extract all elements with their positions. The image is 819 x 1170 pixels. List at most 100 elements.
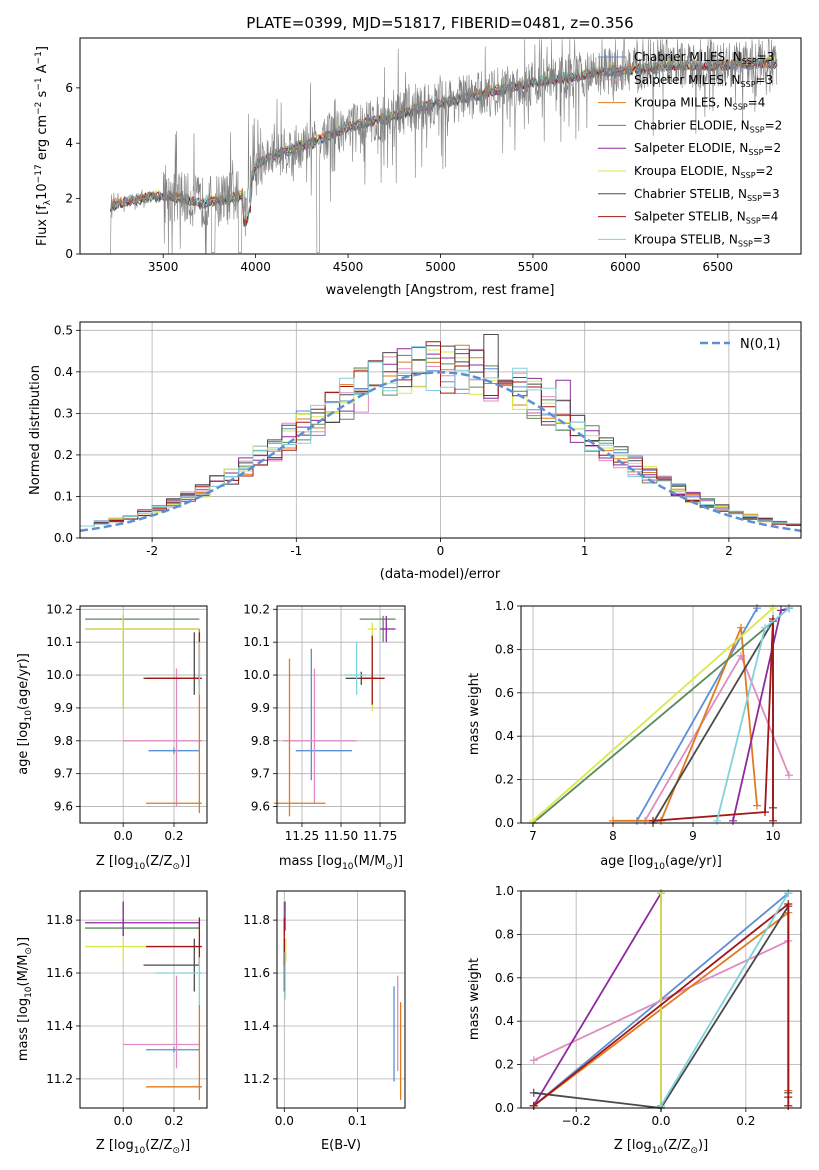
x-tick-label: 7 — [529, 829, 537, 843]
y-tick-label: 9.6 — [54, 800, 73, 814]
legend-n-label: , N — [732, 141, 749, 155]
x-tick-label: 2 — [725, 544, 733, 558]
legend-n-value: =3 — [757, 50, 775, 64]
y-tick-label: 0.1 — [54, 489, 73, 503]
x-tick-label: 4500 — [333, 260, 364, 274]
errorbar-point — [146, 1047, 200, 1053]
x-tick-label: 1 — [581, 544, 589, 558]
y-tick-label: 11.8 — [243, 913, 270, 927]
x-axis-label: (data-model)/error — [380, 567, 501, 582]
x-tick-label: 6000 — [610, 260, 641, 274]
y-tick-label: 0.8 — [495, 927, 514, 941]
x-tick-label: 0.2 — [736, 1114, 755, 1128]
y-tick-label: 9.8 — [54, 734, 73, 748]
y-tick-label: 10.1 — [46, 635, 73, 649]
axes-mass-vs-ebv: 0.0 0.1 11.2 11.4 11.6 11.8 — [243, 890, 406, 1128]
legend-n-value: =2 — [756, 164, 774, 178]
label-part: age [log — [600, 854, 653, 869]
mass-weight-line — [613, 627, 758, 822]
x-tick-label: 0.0 — [114, 829, 133, 843]
mass-weight-marker — [753, 604, 761, 613]
normal-curve — [79, 371, 802, 532]
mass-weight-marker — [784, 1101, 793, 1110]
axes-age-vs-mass: 11.25 11.50 11.75 9.6 9.7 9.8 9.9 10.0 10.1 10.2 — [243, 602, 406, 843]
x-tick-label: 9 — [689, 829, 697, 843]
legend-entry: N(0,1) — [740, 337, 781, 352]
axes-spectrum: 3500 4000 4500 5000 5500 6000 6500 0 2 4 6 — [65, 37, 802, 274]
y-tick-label: 11.6 — [243, 966, 270, 980]
y-tick-label: 0.4 — [54, 365, 73, 379]
x-tick-label: 10 — [765, 829, 780, 843]
x-tick-label: -2 — [146, 544, 158, 558]
y-tick-label: 11.4 — [46, 1019, 73, 1033]
legend-series-name: Kroupa ELODIE — [634, 164, 724, 178]
label-part: 10 — [24, 986, 34, 998]
x-tick-label: 5500 — [518, 260, 549, 274]
errorbar-point — [85, 615, 200, 708]
legend-series-name: Chabrier MILES — [634, 50, 725, 64]
legend-entry: Kroupa ELODIE, NSSP=2 — [634, 164, 773, 180]
x-tick-label: 0.0 — [275, 1114, 294, 1128]
x-axis-label: Z [log10(Z/Z⊙)] — [614, 1138, 708, 1156]
errorbar-point — [156, 957, 202, 1005]
y-tick-label: 2 — [65, 192, 73, 206]
label-part: ] — [35, 46, 50, 51]
y-tick-label: 0.8 — [495, 642, 514, 656]
axes-frame — [79, 605, 208, 824]
legend-subscript: SSP — [733, 103, 748, 112]
errorbar-point — [273, 658, 326, 817]
legend-series-name: Kroupa STELIB — [634, 232, 721, 246]
mass-weight-marker — [713, 816, 721, 825]
x-axis-label: E(B-V) — [321, 1138, 361, 1153]
x-axis-label: Z [log10(Z/Z⊙)] — [96, 1138, 190, 1156]
x-tick-label: 4000 — [240, 260, 271, 274]
label-part: ⊙ — [172, 862, 180, 872]
errorbar-point — [283, 668, 357, 804]
legend-series-name: Chabrier ELODIE — [634, 118, 733, 132]
mass-weight-marker — [529, 1088, 538, 1097]
legend-subscript: SSP — [742, 57, 757, 66]
x-tick-label: -1 — [290, 544, 302, 558]
label-part: (Z/Z — [145, 1138, 172, 1153]
label-part: ⊙ — [690, 1146, 698, 1156]
label-part: erg cm — [35, 115, 50, 164]
errorbar-point — [146, 1004, 202, 1101]
legend-series-name: Chabrier STELIB — [634, 187, 730, 201]
legend-entry: Salpeter STELIB, NSSP=4 — [634, 210, 778, 226]
plot-area — [79, 334, 802, 538]
label-part: 10 — [35, 183, 50, 200]
y-tick-label: 11.8 — [46, 913, 73, 927]
legend-entry: Chabrier MILES, NSSP=3 — [634, 50, 774, 66]
legend-series-name: Salpeter STELIB — [634, 210, 729, 224]
plot-area — [283, 901, 402, 1101]
label-part: )] — [180, 854, 190, 869]
y-tick-label: 9.7 — [251, 767, 270, 781]
y-tick-label: 10.0 — [46, 668, 73, 682]
y-tick-label: 11.6 — [46, 966, 73, 980]
label-part: )] — [16, 937, 31, 947]
label-part: s — [35, 90, 50, 101]
legend-n-label: , N — [724, 73, 741, 87]
y-tick-label: 9.7 — [54, 767, 73, 781]
axes-mass-weight-vs-age: 7 8 9 10 0.0 0.2 0.4 0.6 0.8 1.0 — [495, 599, 802, 843]
errorbar-point — [148, 747, 200, 754]
mass-weight-line — [533, 902, 790, 1107]
legend-series-name: Salpeter ELODIE — [634, 141, 732, 155]
observed-spectrum-line — [110, 38, 778, 255]
errorbar-point — [85, 938, 200, 963]
label-part: (age/yr)] — [665, 854, 722, 869]
label-part: −2 — [34, 102, 44, 115]
legend-subscript: SSP — [738, 239, 753, 248]
axes-mass-weight-vs-Z: −0.2 0.0 0.2 0.0 0.2 0.4 0.6 0.8 1.0 — [495, 884, 802, 1128]
mass-weight-line — [532, 607, 774, 822]
legend-entry: Kroupa MILES, NSSP=4 — [634, 96, 765, 112]
x-axis-label: wavelength [Angstrom, rest frame] — [326, 283, 555, 298]
label-part: 10 — [134, 862, 146, 872]
label-part: (age/yr)] — [16, 653, 31, 710]
x-axis-label: mass [log10(M/M⊙)] — [279, 854, 403, 872]
x-tick-label: 8 — [609, 829, 617, 843]
y-axis-label: mass [log10(M/M⊙)] — [16, 937, 34, 1061]
y-tick-label: 0.0 — [495, 816, 514, 830]
errorbar-point — [143, 938, 200, 992]
mass-weight-marker — [737, 623, 745, 632]
